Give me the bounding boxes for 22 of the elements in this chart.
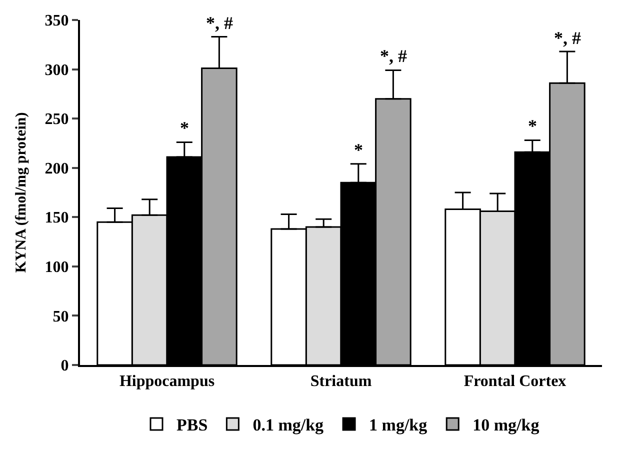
data-label: *	[354, 140, 363, 160]
legend-label: 1 mg/kg	[369, 416, 428, 435]
legend-label: PBS	[176, 416, 208, 435]
y-tick-label: 200	[44, 160, 69, 178]
data-label: *	[528, 116, 537, 136]
data-label: *	[180, 118, 189, 138]
data-label: *, #	[206, 13, 233, 33]
y-axis-title: KYNA (fmol/mg protein)	[14, 112, 30, 273]
x-tick-label: Frontal Cortex	[464, 373, 566, 390]
y-tick-label: 150	[44, 210, 69, 227]
x-tick-label: Striatum	[310, 373, 372, 390]
y-tick-label: 100	[44, 259, 69, 276]
y-tick-label: 50	[52, 308, 69, 326]
y-tick-label: 250	[44, 111, 69, 128]
legend-label: 0.1 mg/kg	[252, 416, 324, 435]
y-tick-label: 350	[44, 12, 69, 30]
y-tick-label: 0	[60, 358, 69, 375]
y-tick-label: 300	[44, 62, 69, 79]
x-tick-label: Hippocampus	[119, 373, 215, 390]
data-label: *, #	[554, 28, 581, 48]
legend-label: 10 mg/kg	[472, 416, 540, 435]
data-label: *, #	[380, 46, 407, 66]
